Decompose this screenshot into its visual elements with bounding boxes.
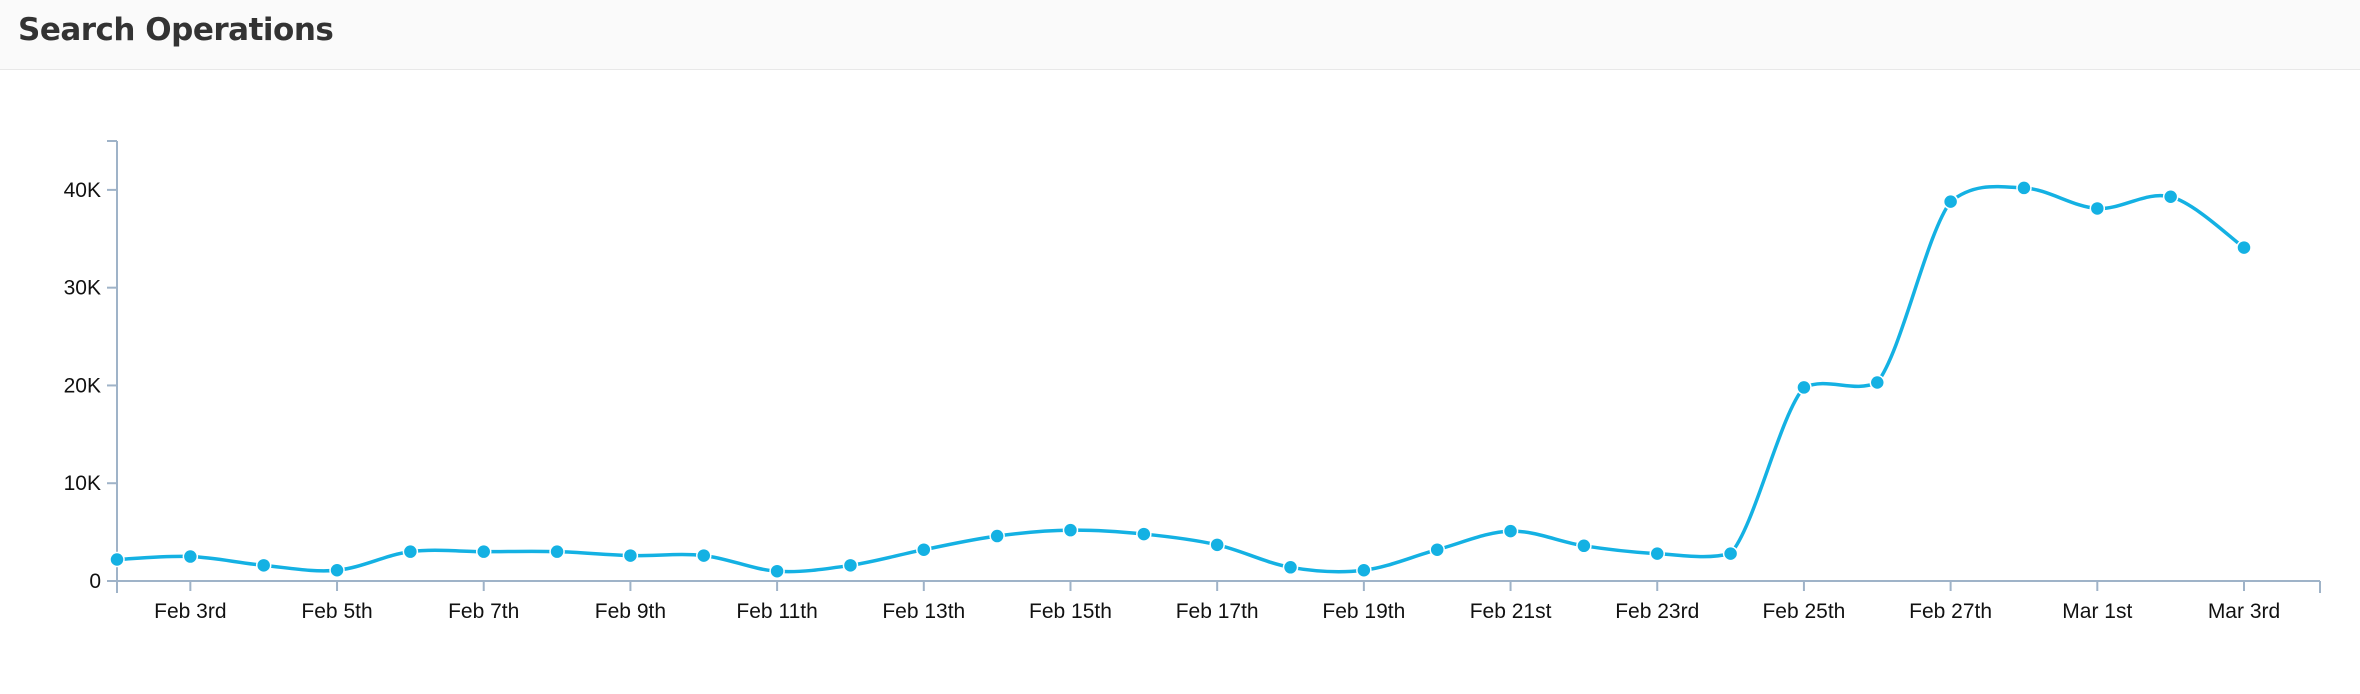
data-point [1136, 526, 1152, 542]
data-point [255, 557, 272, 574]
data-point [1282, 559, 1299, 576]
data-point [1429, 541, 1445, 558]
y-tick-label: 0 [89, 570, 101, 593]
data-point [1942, 193, 1959, 210]
x-tick-label: Feb 3rd [154, 600, 226, 623]
data-point [1502, 523, 1519, 539]
data-point [916, 541, 932, 558]
y-tick-label: 20K [64, 374, 101, 397]
y-tick-label: 40K [64, 179, 101, 202]
data-point [182, 548, 199, 565]
data-point [2016, 180, 2032, 196]
data-point [1869, 374, 1886, 391]
y-axis: 0 10K 20K 30K 40K [64, 140, 118, 593]
y-tick-label: 30K [64, 277, 101, 300]
data-point [1722, 545, 1739, 562]
data-point [769, 563, 785, 579]
x-tick-label: Feb 19th [1322, 600, 1405, 623]
x-tick-label: Feb 27th [1909, 600, 1992, 623]
data-point [1576, 538, 1592, 554]
data-point [2162, 188, 2179, 205]
data-point [109, 551, 125, 568]
page-title: Search Operations [18, 12, 334, 48]
data-point [2236, 239, 2252, 256]
data-point [475, 543, 492, 560]
x-tick-label: Mar 1st [2062, 600, 2132, 623]
data-point [1062, 522, 1079, 538]
x-tick-label: Feb 25th [1762, 600, 1845, 623]
data-point [622, 547, 639, 564]
data-point [989, 528, 1005, 544]
x-tick-label: Feb 23rd [1615, 600, 1699, 623]
x-tick-label: Feb 17th [1176, 600, 1259, 623]
x-tick-label: Feb 5th [301, 600, 372, 623]
y-tick-label: 10K [64, 472, 101, 495]
data-point [1356, 562, 1372, 578]
data-point [842, 557, 859, 574]
chart-area: 0 10K 20K 30K 40K Feb 3rd Feb 5th Feb 7th Feb 9… [0, 70, 2360, 694]
x-tick-label: Feb 11th [736, 600, 817, 623]
x-tick-label: Feb 15th [1029, 600, 1112, 623]
x-tick-label: Mar 3rd [2208, 600, 2280, 623]
panel-header: Search Operations [0, 0, 2360, 70]
x-tick-label: Feb 9th [595, 600, 666, 623]
x-tick-label: Feb 13th [882, 600, 965, 623]
data-point [402, 543, 419, 560]
series-line [115, 184, 2246, 574]
data-point [1796, 379, 1812, 396]
data-point [1209, 537, 1225, 553]
data-point [696, 547, 712, 564]
series-group [109, 180, 2252, 579]
line-chart: 0 10K 20K 30K 40K Feb 3rd Feb 5th Feb 7th Feb 9… [64, 140, 2321, 623]
data-point [329, 562, 345, 578]
x-tick-label: Feb 21st [1470, 600, 1552, 623]
x-axis: Feb 3rd Feb 5th Feb 7th Feb 9th Feb 11th Feb … [117, 580, 2321, 623]
x-tick-label: Feb 7th [448, 600, 519, 623]
data-point [2089, 200, 2106, 217]
data-point [1649, 545, 1665, 562]
data-point [549, 543, 565, 560]
